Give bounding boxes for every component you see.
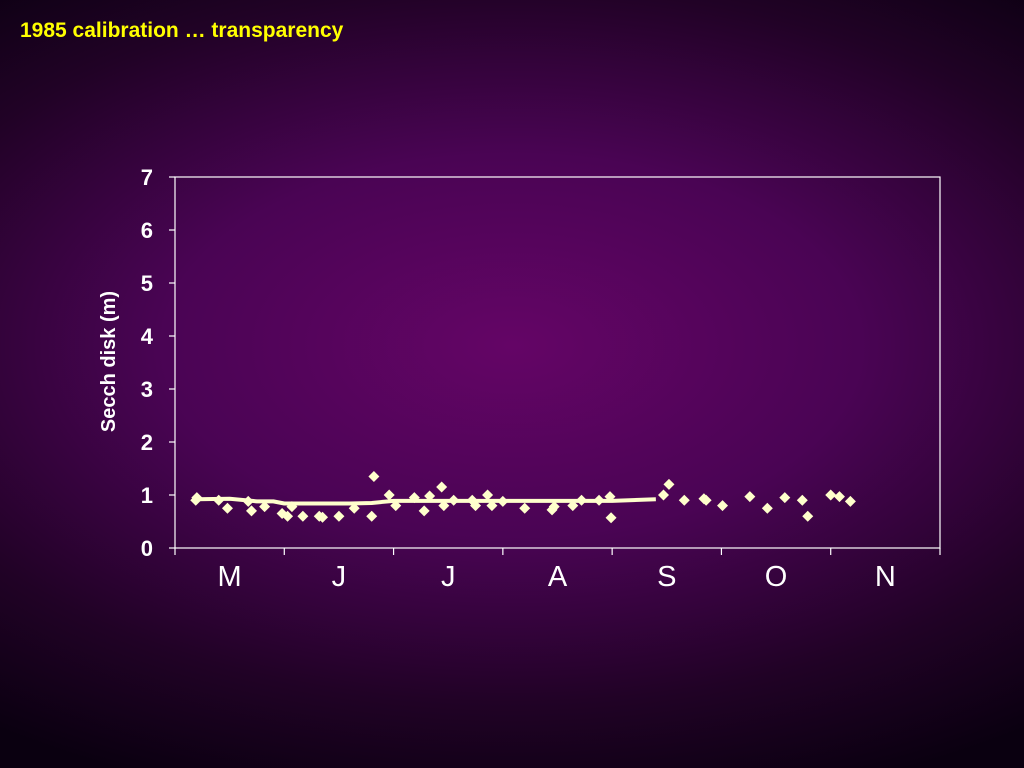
data-point: [663, 478, 675, 490]
data-point: [348, 502, 360, 514]
data-point: [221, 502, 233, 514]
data-point: [246, 505, 257, 517]
data-point: [844, 495, 856, 507]
y-tick-label: 3: [141, 377, 153, 402]
data-point: [576, 494, 588, 506]
data-point: [678, 494, 690, 506]
data-point: [242, 495, 254, 507]
data-point: [486, 500, 498, 512]
y-tick-label: 6: [141, 218, 153, 243]
data-point: [604, 491, 616, 503]
data-point: [548, 501, 560, 513]
y-tick-label: 4: [141, 324, 154, 349]
data-point: [482, 489, 494, 501]
data-point: [658, 489, 670, 501]
data-point: [259, 501, 271, 513]
y-axis-label: Secch disk (m): [98, 291, 120, 432]
data-point: [744, 491, 756, 503]
data-point: [286, 501, 298, 513]
x-tick-label: N: [875, 561, 896, 593]
data-point: [497, 495, 509, 507]
x-tick-label: J: [441, 561, 456, 593]
data-point: [567, 500, 579, 512]
data-point: [317, 511, 329, 523]
data-point: [424, 490, 436, 502]
data-point: [436, 481, 448, 493]
data-point: [438, 500, 450, 512]
data-point: [605, 512, 617, 524]
data-point: [717, 500, 729, 512]
data-point: [448, 494, 460, 506]
trend-line: [196, 496, 656, 506]
data-point: [213, 494, 225, 506]
y-tick-label: 0: [141, 536, 153, 561]
y-tick-label: 5: [141, 271, 153, 296]
data-point: [297, 510, 309, 522]
data-point: [593, 494, 605, 506]
x-tick-label: S: [657, 561, 676, 593]
y-tick-label: 1: [141, 483, 153, 508]
data-point: [519, 502, 531, 514]
y-tick-label: 2: [141, 430, 153, 455]
data-point: [390, 500, 402, 512]
data-point: [282, 510, 294, 522]
data-point: [833, 491, 845, 503]
x-tick-label: A: [548, 561, 568, 593]
data-point: [700, 494, 712, 506]
data-point: [333, 510, 345, 522]
data-point: [796, 494, 808, 506]
x-tick-label: O: [765, 561, 788, 593]
data-point: [418, 505, 430, 517]
y-tick-label: 7: [141, 165, 153, 190]
data-point: [779, 492, 791, 504]
data-point: [383, 489, 395, 501]
data-point: [368, 470, 380, 482]
data-point: [470, 500, 482, 512]
plot-frame: [174, 176, 941, 549]
data-point: [408, 492, 420, 504]
slide-title: 1985 calibration … transparency: [20, 19, 344, 42]
plot-area: 0 1 2 3 4 5 6 7 M J J A S O N Secch disk (m): [98, 165, 941, 593]
x-tick-label: M: [218, 561, 242, 593]
data-point: [825, 489, 837, 501]
x-tick-label: J: [332, 561, 347, 593]
data-point: [191, 492, 203, 504]
data-point: [802, 510, 814, 522]
data-point: [761, 502, 773, 514]
data-point: [366, 510, 378, 522]
